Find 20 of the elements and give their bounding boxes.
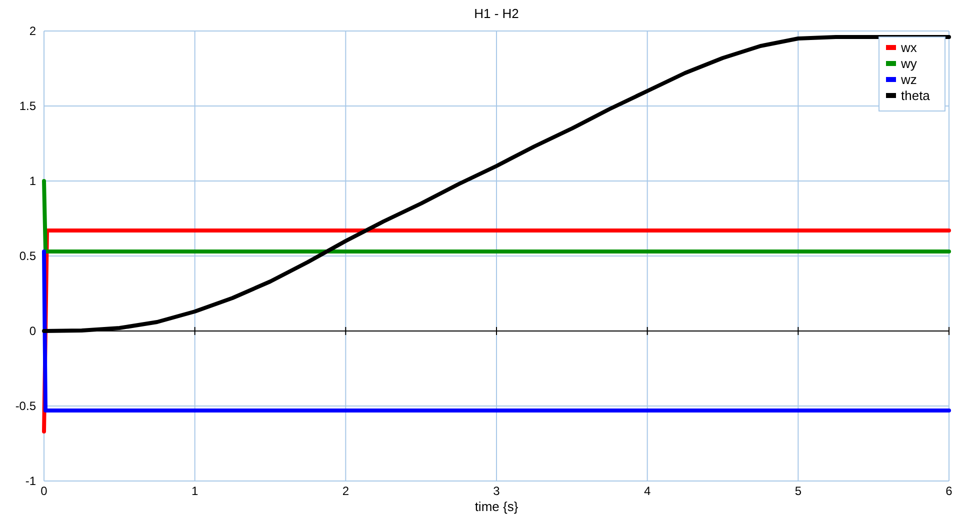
y-tick-label: 0.5 [19,249,36,263]
x-tick-label: 4 [644,484,651,498]
y-tick-label: 1 [29,174,36,188]
y-tick-label: 1.5 [19,99,36,113]
x-tick-label: 3 [493,484,500,498]
y-tick-label: 0 [29,324,36,338]
x-axis-title: time {s} [474,499,519,514]
y-tick-label: 2 [29,24,36,38]
x-tick-label: 2 [342,484,350,498]
x-tick-label: 5 [794,484,802,498]
legend-label: wx [900,40,918,55]
x-tick-label: 6 [946,484,953,498]
chart-title: H1 - H2 [474,6,519,21]
x-tick-label: 1 [191,484,198,498]
legend-label: wz [900,72,917,87]
legend-label: theta [901,88,931,103]
x-tick-label: 0 [40,484,48,498]
legend-label: wy [900,56,918,71]
y-tick-label: -0.5 [15,399,36,413]
y-tick-label: -1 [25,474,36,488]
